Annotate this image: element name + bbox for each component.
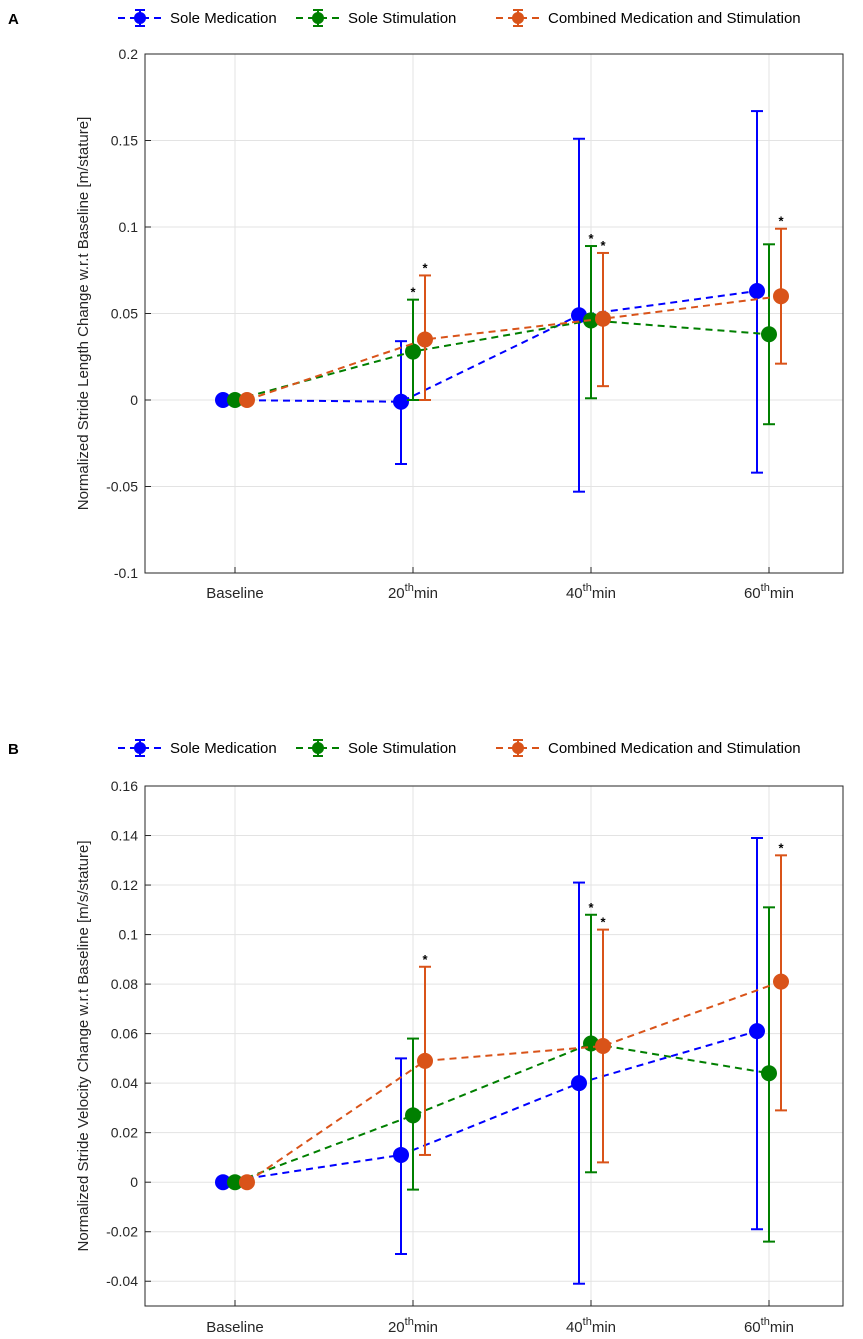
data-point: [773, 973, 789, 990]
series-line: [222, 290, 758, 403]
series-line: [234, 1042, 770, 1184]
data-point: [417, 331, 433, 348]
data-point: [595, 310, 611, 327]
y-tick-label: 0.14: [111, 828, 138, 844]
legend: Sole Medication Sole Stimulation Combined …: [118, 9, 801, 27]
x-tick-label: 20thmin: [388, 1316, 438, 1336]
series-line: [222, 1030, 758, 1184]
legend-item: Sole Stimulation: [296, 9, 456, 27]
series-combined-medication-and-stimulation: * * *: [239, 840, 789, 1191]
legend-marker: [312, 12, 324, 24]
y-tick-label: 0.15: [111, 133, 138, 149]
legend-marker: [134, 742, 146, 754]
y-tick-label: 0.12: [111, 877, 138, 893]
data-point: [571, 307, 587, 324]
y-tick-label: 0.05: [111, 306, 138, 322]
significance-star: *: [600, 915, 606, 930]
x-tick-label: 40thmin: [566, 582, 616, 602]
series-sole-medication: [215, 110, 765, 493]
plot-frame: [144, 53, 844, 574]
data-point: [749, 1023, 765, 1040]
data-point: [393, 393, 409, 410]
data-point: [417, 1052, 433, 1069]
significance-star: *: [778, 214, 784, 229]
legend-marker: [512, 742, 524, 754]
legend-item: Combined Medication and Stimulation: [496, 739, 801, 757]
data-point: [227, 392, 243, 408]
panel-label: B: [8, 741, 19, 758]
series-sole-stimulation: **: [227, 231, 777, 426]
plot-frame: [144, 785, 844, 1307]
data-point: [583, 312, 599, 329]
y-tick-label: 0.2: [119, 46, 139, 62]
chart-panel-b: B -0.04 -0.02 0 0.02 0.04 0.06 0.08 0.1 0.12 0.14 0…: [8, 739, 844, 1336]
significance-star: *: [600, 238, 606, 253]
y-tick-label: 0.02: [111, 1125, 138, 1141]
data-point: [773, 288, 789, 305]
legend-label: Sole Stimulation: [348, 740, 456, 757]
data-point: [227, 1174, 243, 1191]
legend-marker: [512, 12, 524, 24]
legend-item: Combined Medication and Stimulation: [496, 9, 801, 27]
data-point: [215, 392, 231, 408]
data-point: [239, 392, 255, 408]
legend-label: Sole Stimulation: [348, 10, 456, 27]
series-sole-stimulation: *: [227, 900, 777, 1243]
data-point: [761, 326, 777, 343]
panel-label: A: [8, 11, 19, 28]
x-tick-label: 60thmin: [744, 582, 794, 602]
significance-star: *: [588, 231, 594, 246]
legend-item: Sole Medication: [118, 9, 277, 27]
legend-label: Combined Medication and Stimulation: [548, 740, 801, 757]
data-point: [405, 343, 421, 360]
y-tick-label: -0.04: [106, 1273, 138, 1289]
x-tick-label: Baseline: [206, 1319, 264, 1336]
plot-area: [145, 786, 843, 1306]
chart-panel-a: A -0.1 -0.05 0 0.05 0.1 0.15 0.2 Baseline 20thmin…: [8, 9, 844, 602]
data-point: [405, 1107, 421, 1124]
legend-item: Sole Medication: [118, 739, 277, 757]
significance-star: *: [778, 840, 784, 855]
y-tick-label: 0.06: [111, 1026, 138, 1042]
series-sole-medication: [215, 837, 765, 1285]
y-tick-label: 0.16: [111, 778, 138, 794]
legend-label: Sole Medication: [170, 10, 277, 27]
y-axis-label: Normalized Stride Velocity Change w.r.t …: [75, 840, 92, 1251]
significance-star: *: [588, 900, 594, 915]
data-point: [215, 1174, 231, 1191]
series-line: [246, 980, 782, 1184]
data-point: [761, 1065, 777, 1082]
data-point: [595, 1038, 611, 1054]
x-tick-label: 40thmin: [566, 1316, 616, 1336]
data-point: [393, 1146, 409, 1163]
legend-label: Combined Medication and Stimulation: [548, 10, 801, 27]
y-tick-label: -0.02: [106, 1224, 138, 1240]
significance-star: *: [422, 952, 428, 967]
y-tick-label: 0.04: [111, 1075, 138, 1091]
x-tick-label: Baseline: [206, 585, 264, 602]
legend-label: Sole Medication: [170, 740, 277, 757]
y-tick-label: 0.1: [119, 219, 139, 235]
data-point: [571, 1075, 587, 1092]
legend: Sole Medication Sole Stimulation Combined …: [118, 739, 801, 757]
y-tick-label: 0: [130, 392, 138, 408]
significance-star: *: [422, 260, 428, 275]
significance-star: *: [410, 285, 416, 300]
y-tick-label: -0.1: [114, 565, 138, 581]
legend-marker: [134, 12, 146, 24]
data-point: [239, 1174, 255, 1191]
legend-marker: [312, 742, 324, 754]
series-combined-medication-and-stimulation: * * *: [239, 214, 789, 408]
y-axis-label: Normalized Stride Length Change w.r.t Ba…: [75, 117, 92, 511]
x-tick-label: 20thmin: [388, 582, 438, 602]
x-tick-label: 60thmin: [744, 1316, 794, 1336]
y-tick-label: 0.1: [119, 927, 139, 943]
data-point: [749, 283, 765, 300]
y-tick-label: 0: [130, 1174, 138, 1190]
series-line: [246, 295, 782, 401]
legend-item: Sole Stimulation: [296, 739, 456, 757]
y-tick-label: -0.05: [106, 479, 138, 495]
y-tick-label: 0.08: [111, 976, 138, 992]
